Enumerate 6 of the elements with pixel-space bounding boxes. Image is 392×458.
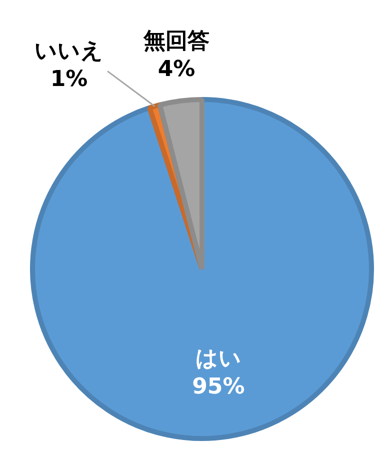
data-label: 4% <box>158 56 196 82</box>
data-label: 95% <box>192 374 245 400</box>
data-label: 1% <box>50 66 88 92</box>
slice-label: 無回答 <box>142 28 210 54</box>
slice-label: はい <box>195 346 242 372</box>
slice-label: いいえ <box>34 38 104 64</box>
